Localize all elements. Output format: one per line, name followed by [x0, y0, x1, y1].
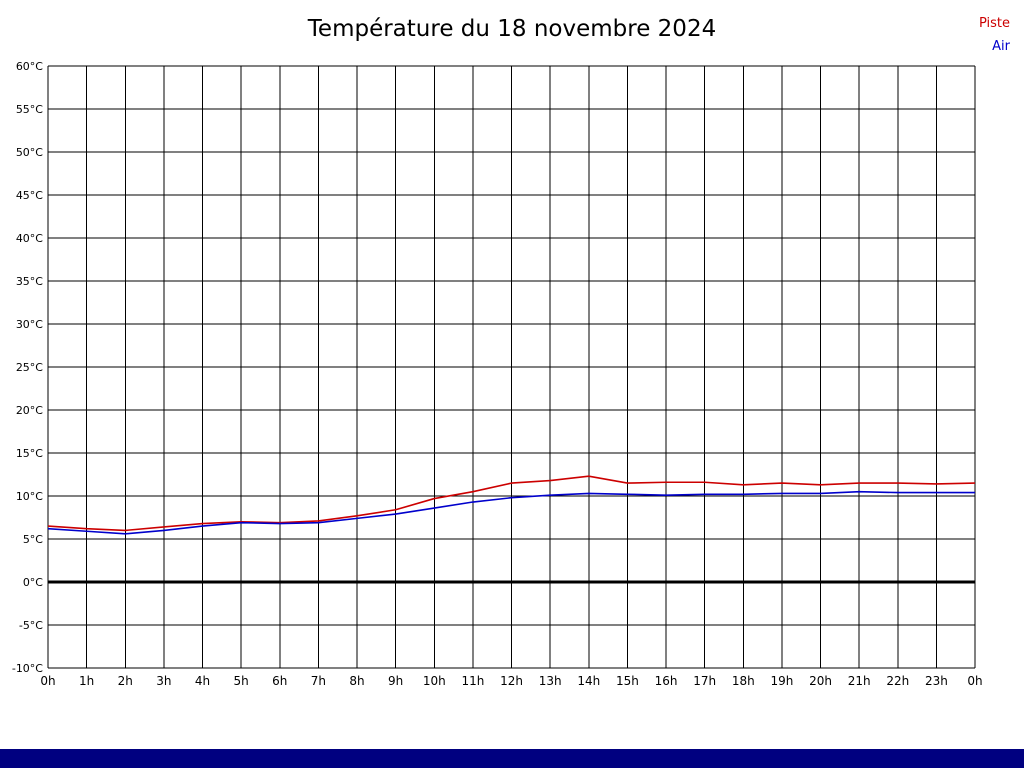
- series-air: [47, 490, 975, 535]
- x-tick-label: 5h: [234, 674, 249, 688]
- y-tick-label: -5°C: [19, 619, 43, 632]
- y-tick-label: 10°C: [16, 490, 43, 503]
- y-tick-label: 25°C: [16, 361, 43, 374]
- x-tick-label: 22h: [886, 674, 909, 688]
- y-tick-label: 0°C: [23, 576, 43, 589]
- y-tick-label: 20°C: [16, 404, 43, 417]
- legend-piste: Piste: [978, 16, 1010, 31]
- y-axis-labels: 60°C 55°C 50°C 45°C 40°C 35°C 30°C 25°C 20°C 15°C…: [12, 60, 43, 675]
- x-tick-label: 12h: [500, 674, 523, 688]
- y-tick-label: 55°C: [16, 103, 43, 116]
- x-tick-label: 8h: [349, 674, 364, 688]
- x-tick-label: 4h: [195, 674, 210, 688]
- x-tick-label: 3h: [156, 674, 171, 688]
- grid: [47, 65, 976, 669]
- x-tick-label: 21h: [848, 674, 871, 688]
- x-tick-label: 15h: [616, 674, 639, 688]
- x-tick-label: 17h: [693, 674, 716, 688]
- x-tick-label: 14h: [577, 674, 600, 688]
- series-piste: [47, 475, 976, 532]
- y-tick-label: 40°C: [16, 232, 43, 245]
- x-tick-label: 19h: [770, 674, 793, 688]
- x-tick-label: 16h: [655, 674, 678, 688]
- y-tick-label: 30°C: [16, 318, 43, 331]
- chart-legend: Piste Air: [979, 12, 1010, 58]
- x-tick-label: 10h: [423, 674, 446, 688]
- y-tick-label: 60°C: [16, 60, 43, 73]
- x-tick-label: 0h: [967, 674, 982, 688]
- y-tick-label: 15°C: [16, 447, 43, 460]
- x-tick-label: 23h: [925, 674, 948, 688]
- x-tick-label: 13h: [539, 674, 562, 688]
- y-tick-label: 45°C: [16, 189, 43, 202]
- x-axis-labels: 0h 1h 2h 3h 4h 5h 6h 7h 8h 9h 10h 11h 12h 13h 14h 15h 16…: [40, 674, 982, 688]
- y-tick-label: 50°C: [16, 146, 43, 159]
- x-tick-label: 0h: [40, 674, 55, 688]
- x-tick-label: 7h: [311, 674, 326, 688]
- x-tick-label: 1h: [79, 674, 94, 688]
- y-tick-label: 5°C: [23, 533, 43, 546]
- x-tick-label: 20h: [809, 674, 832, 688]
- x-tick-label: 2h: [118, 674, 133, 688]
- x-tick-label: 18h: [732, 674, 755, 688]
- x-tick-label: 11h: [461, 674, 484, 688]
- y-tick-label: -10°C: [12, 662, 43, 675]
- y-tick-label: 35°C: [16, 275, 43, 288]
- x-tick-label: 6h: [272, 674, 287, 688]
- legend-air: Air: [992, 39, 1010, 54]
- chart-title: Température du 18 novembre 2024: [307, 16, 717, 42]
- x-tick-label: 9h: [388, 674, 403, 688]
- footer-bar: [0, 749, 1024, 768]
